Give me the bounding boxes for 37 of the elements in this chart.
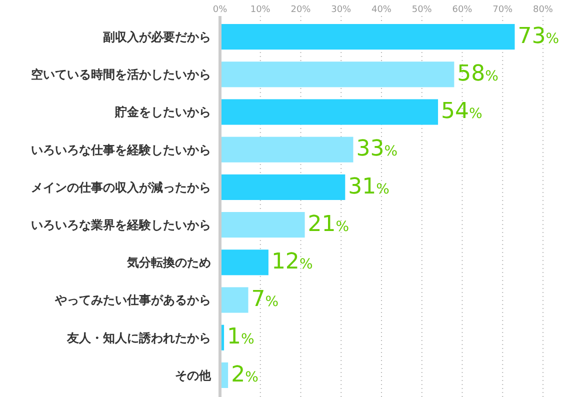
bar bbox=[220, 62, 454, 88]
bar bbox=[220, 136, 354, 162]
data-label: 21% bbox=[308, 212, 350, 237]
data-label: 7% bbox=[251, 287, 279, 312]
y-tick-label: 空いている時間を活かしたいから bbox=[31, 68, 211, 82]
y-tick-label: その他 bbox=[175, 368, 212, 382]
data-label: 12% bbox=[271, 249, 313, 274]
data-label: 33% bbox=[356, 136, 398, 162]
bar bbox=[220, 24, 515, 50]
bar bbox=[220, 212, 305, 238]
data-label: 73% bbox=[518, 24, 560, 49]
data-label: 31% bbox=[348, 174, 390, 200]
x-tick-label: 70% bbox=[492, 5, 514, 15]
data-label: 54% bbox=[441, 99, 482, 124]
x-tick-label: 10% bbox=[250, 5, 271, 15]
data-label: 58% bbox=[457, 61, 498, 86]
y-tick-label: 貯金をしたいから bbox=[114, 105, 211, 120]
bar bbox=[220, 99, 438, 125]
x-tick-label: 40% bbox=[371, 5, 392, 15]
data-label: 2% bbox=[231, 362, 258, 388]
x-tick-label: 30% bbox=[331, 5, 352, 15]
x-tick-label: 0% bbox=[212, 5, 228, 15]
bar bbox=[220, 174, 346, 200]
y-tick-label: メインの仕事の収入が減ったから bbox=[31, 180, 211, 194]
x-tick-label: 50% bbox=[412, 5, 432, 15]
y-tick-label: 友人・知人に誘われたから bbox=[66, 330, 211, 345]
bar bbox=[220, 250, 268, 276]
y-tick-label: やってみたい仕事があるから bbox=[54, 293, 211, 308]
bar bbox=[220, 287, 248, 313]
x-tick-label: 60% bbox=[452, 5, 473, 15]
y-tick-label: 気分転換のため bbox=[126, 256, 211, 270]
x-tick-label: 20% bbox=[290, 5, 312, 15]
y-tick-label: 副収入が必要だから bbox=[103, 30, 211, 44]
x-tick-label: 80% bbox=[532, 5, 554, 15]
data-label: 1% bbox=[227, 324, 254, 350]
y-tick-label: いろいろな業界を経験したいから bbox=[31, 218, 211, 232]
y-tick-label: いろいろな仕事を経験したいから bbox=[31, 142, 211, 157]
